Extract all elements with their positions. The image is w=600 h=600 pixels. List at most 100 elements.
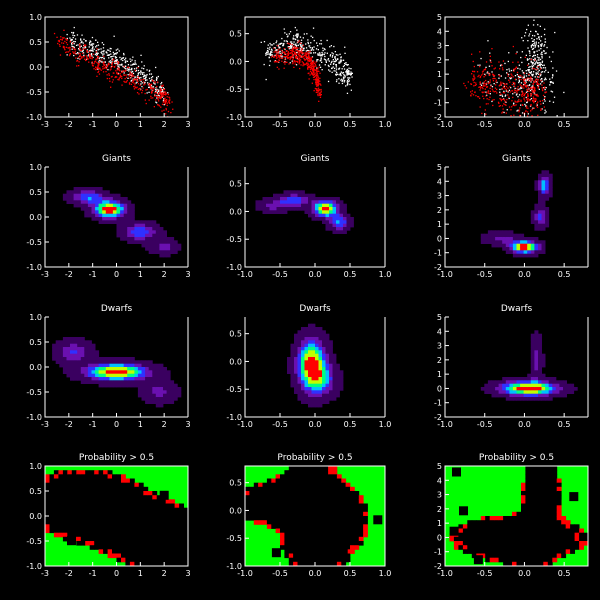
scatter-point	[148, 77, 151, 80]
density-cell	[98, 380, 103, 384]
scatter-point	[65, 38, 67, 40]
density-cell	[163, 380, 167, 384]
prob-masked-cell	[134, 495, 140, 500]
density-cell	[548, 193, 553, 198]
prob-high-cell	[45, 474, 50, 479]
density-cell	[332, 200, 337, 204]
scatter-point	[505, 101, 507, 103]
density-cell	[512, 250, 517, 254]
density-cell	[66, 337, 71, 341]
scatter-point	[110, 65, 113, 68]
scatter-point	[292, 55, 294, 57]
prob-masked-cell	[147, 528, 153, 534]
scatter-point	[331, 60, 333, 63]
scatter-point	[532, 67, 534, 70]
density-cell	[130, 210, 135, 214]
density-cell	[487, 390, 492, 394]
scatter-point	[503, 90, 505, 92]
density-cell	[59, 353, 64, 358]
prob-masked-cell	[112, 491, 117, 496]
prob-masked-cell	[280, 545, 285, 550]
x-tick-label: 3	[185, 420, 190, 429]
scatter-point	[315, 75, 317, 77]
density-cell	[276, 207, 281, 211]
scatter-point	[156, 88, 158, 91]
density-cell	[105, 207, 110, 211]
scatter-point	[138, 77, 141, 80]
density-cell	[266, 210, 270, 214]
scatter-point	[135, 82, 137, 84]
density-cell	[55, 350, 60, 354]
scatter-point	[299, 56, 302, 58]
scatter-point	[489, 73, 491, 75]
density-cell	[148, 240, 153, 244]
prob-masked-cell	[129, 511, 135, 517]
density-cell	[541, 223, 546, 228]
prob-masked-cell	[103, 474, 108, 479]
density-cell	[332, 367, 337, 371]
density-cell	[102, 383, 107, 388]
scatter-point	[149, 86, 151, 88]
scatter-point	[519, 88, 521, 90]
density-cell	[339, 373, 344, 378]
density-cell	[95, 187, 100, 191]
density-cell	[322, 353, 326, 358]
density-cell	[269, 203, 274, 208]
scatter-point	[58, 41, 61, 43]
scatter-point	[119, 56, 121, 59]
density-cell	[573, 387, 578, 391]
scatter-point	[346, 81, 348, 83]
scatter-point	[149, 85, 151, 87]
prob-masked-cell	[245, 511, 250, 517]
scatter-point	[118, 68, 120, 70]
prob-masked-cell	[62, 528, 68, 534]
prob-masked-cell	[71, 511, 77, 517]
density-cell	[84, 210, 89, 214]
prob-masked-cell	[170, 545, 175, 550]
prob-masked-cell	[103, 541, 108, 546]
scatter-point	[532, 107, 534, 109]
density-cell	[527, 250, 532, 254]
density-cell	[134, 367, 139, 371]
density-cell	[520, 380, 525, 384]
density-cell	[137, 380, 142, 384]
prob-masked-cell	[152, 503, 158, 509]
scatter-point	[64, 49, 66, 51]
prob-high-cell	[62, 532, 68, 538]
scatter-point	[311, 82, 313, 84]
scatter-point	[528, 33, 531, 35]
x-tick-label: -1.0	[237, 420, 253, 429]
scatter-point	[297, 39, 299, 41]
density-cell	[87, 377, 92, 381]
density-cell	[297, 207, 302, 211]
prob-masked-cell	[98, 474, 104, 479]
density-cell	[545, 193, 550, 198]
scatter-point	[279, 48, 281, 50]
density-cell	[332, 397, 337, 401]
scatter-point	[526, 115, 529, 117]
density-cell	[98, 200, 103, 204]
density-cell	[123, 220, 128, 224]
density-cell	[325, 370, 330, 374]
scatter-point	[512, 96, 514, 99]
density-cell	[80, 363, 85, 368]
scatter-point	[287, 56, 289, 59]
scatter-point	[300, 55, 303, 57]
density-cell	[262, 207, 267, 211]
scatter-point	[517, 61, 519, 63]
scatter-point	[293, 66, 295, 68]
scatter-point	[133, 63, 136, 65]
prob-masked-cell	[152, 545, 158, 550]
x-tick-label: -0.5	[272, 120, 288, 129]
scatter-point	[268, 56, 270, 58]
density-cell	[120, 207, 125, 211]
scatter-point	[343, 64, 345, 67]
scatter-point	[521, 91, 523, 93]
scatter-point	[148, 91, 150, 93]
scatter-point	[535, 105, 538, 107]
scatter-point	[95, 66, 97, 68]
prob-masked-cell	[170, 511, 175, 517]
density-cell	[109, 213, 114, 218]
density-cell	[541, 380, 546, 384]
plot-area	[53, 26, 174, 117]
